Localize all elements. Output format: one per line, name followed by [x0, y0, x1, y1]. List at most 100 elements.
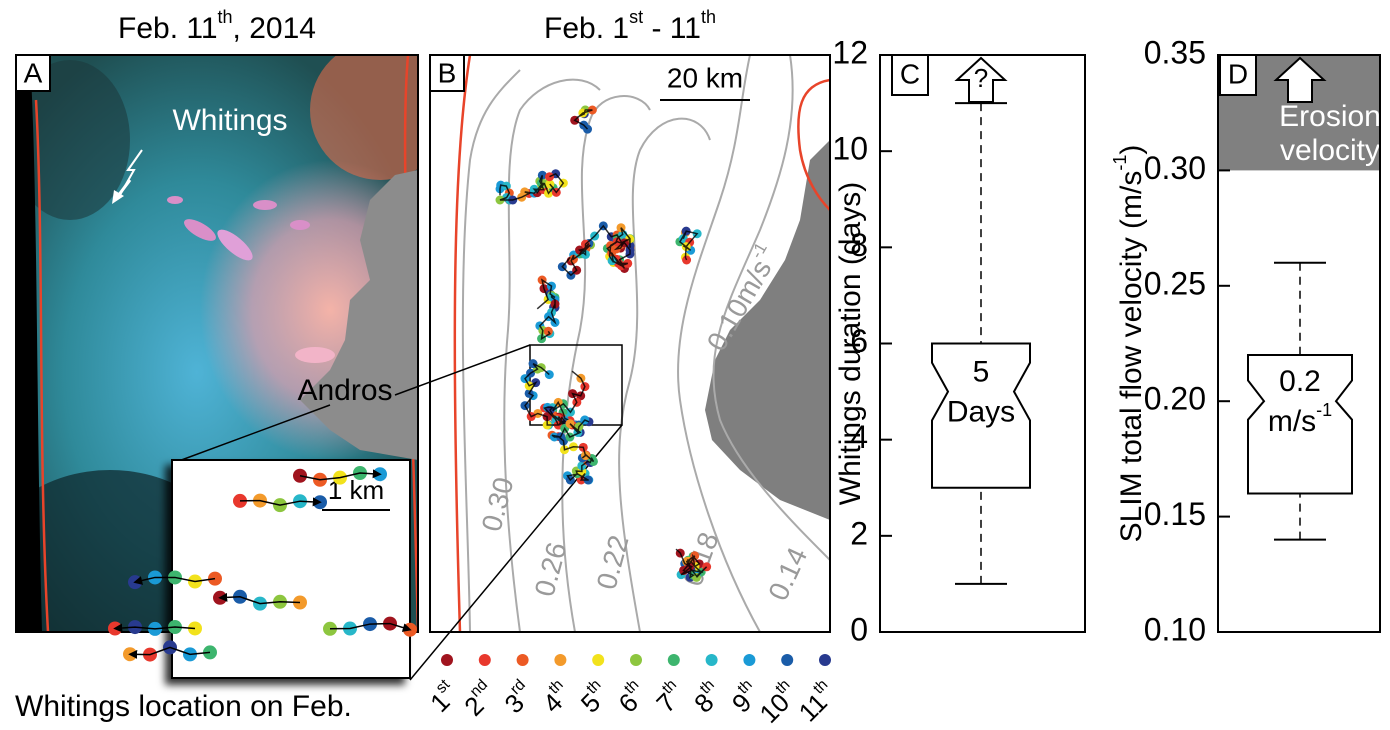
- legend-label: 1st: [423, 676, 465, 718]
- superscript: th: [701, 7, 716, 27]
- legend-swatch: [819, 654, 831, 666]
- y-axis-label: Whitings duration (days): [834, 182, 867, 505]
- whiting-track: [499, 172, 565, 201]
- shelf-edge: [453, 55, 472, 632]
- y-tick-label: 0.20: [1144, 381, 1206, 417]
- panel-label: C: [900, 58, 920, 89]
- median-label: 0.2: [1279, 365, 1321, 398]
- y-tick-label: 0.35: [1144, 34, 1206, 70]
- y-tick-label: 12: [832, 34, 868, 70]
- whiting-track: [678, 230, 699, 261]
- y-tick-label: 0.25: [1144, 265, 1206, 301]
- legend-label: 3rd: [497, 676, 540, 719]
- zoom-line: [409, 424, 623, 681]
- shelf-edge: [797, 78, 830, 211]
- legend-label: 11th: [791, 676, 842, 727]
- whiting-track: [113, 623, 196, 633]
- whiting-patch: [290, 220, 310, 230]
- annotation: Andros: [297, 374, 392, 407]
- panel-label-box: [15, 54, 51, 92]
- legend-label: 2nd: [457, 676, 502, 721]
- y-tick-label: 0: [850, 611, 868, 647]
- legend-swatch: [743, 654, 756, 666]
- scale-label: 20 km: [667, 62, 743, 93]
- legend-swatch: [592, 654, 605, 666]
- text-segment: , 2014: [233, 12, 316, 45]
- legend-label: 4th: [535, 676, 577, 718]
- legend-swatch: [630, 654, 642, 666]
- superscript: th: [218, 7, 233, 27]
- y-tick-label: 2: [850, 515, 868, 551]
- y-tick-label: 0.10: [1144, 611, 1206, 647]
- median-label: m/s-1: [1268, 400, 1332, 438]
- text-segment: ): [1115, 145, 1148, 155]
- superscript: -1: [1110, 155, 1130, 171]
- box: [1247, 354, 1353, 495]
- shelf-edge: [34, 99, 50, 632]
- median-label: Days: [947, 396, 1015, 429]
- text-segment: Days: [947, 396, 1015, 429]
- inset: [171, 459, 411, 679]
- panel-label: A: [24, 57, 43, 88]
- y-tick-label: 4: [850, 419, 868, 455]
- text-segment: Feb. 1: [544, 12, 629, 45]
- whiting-patch: [184, 219, 216, 241]
- deep-water: [16, 55, 42, 632]
- text-segment: SLIM total flow velocity (m/s: [1115, 171, 1148, 543]
- land: [705, 140, 830, 520]
- zoom-line: [175, 404, 331, 463]
- text-segment: - 11: [643, 12, 701, 45]
- legend-swatch: [554, 654, 567, 666]
- bathymetry-map: [453, 55, 830, 632]
- panel-label: B: [438, 57, 457, 88]
- box: [931, 342, 1031, 489]
- whiting-patch: [167, 196, 183, 204]
- y-tick-label: 10: [832, 131, 868, 167]
- panel-frame: [429, 54, 831, 633]
- plot-frame: [1217, 54, 1381, 633]
- text-segment: 10: [753, 687, 795, 729]
- legend-swatch: [478, 654, 491, 666]
- median-label: 5: [973, 356, 990, 389]
- panel-label: D: [1228, 58, 1248, 89]
- threshold-label: Erosion: [1279, 100, 1381, 133]
- legend-swatch: [781, 654, 794, 666]
- panel-title: Feb. 1st - 11th: [544, 7, 716, 45]
- whiting-patch: [217, 229, 253, 261]
- whiting-track: [551, 419, 595, 482]
- legend-swatch: [516, 654, 529, 666]
- whiting-track: [536, 278, 557, 341]
- text-segment: m/s: [1268, 405, 1316, 438]
- threshold-label: velocity: [1280, 134, 1380, 167]
- zoom-line: [394, 344, 531, 396]
- y-tick-label: 8: [850, 227, 868, 263]
- panel-title: Feb. 11th, 2014: [118, 7, 316, 45]
- whiting-track: [561, 224, 631, 277]
- legend-title: Whitings location on Feb.: [15, 690, 352, 723]
- pointer: [116, 179, 132, 197]
- whiting-track: [128, 646, 211, 659]
- panel-label-box: [1219, 54, 1257, 96]
- dark-area: [16, 60, 130, 220]
- panel-label-box: [891, 54, 929, 96]
- whiting-patch: [253, 200, 277, 210]
- whiting-patch: [295, 347, 335, 363]
- annotation: ?: [974, 63, 988, 93]
- y-tick-label: 6: [850, 323, 868, 359]
- land: [300, 170, 418, 460]
- whiting-track: [573, 109, 593, 130]
- whiting-track: [675, 548, 708, 579]
- pointer: [112, 190, 124, 204]
- whiting-track: [524, 363, 586, 426]
- legend-swatch: [441, 654, 453, 666]
- superscript: -1: [1316, 400, 1332, 420]
- legend-swatch: [705, 654, 718, 666]
- legend-label: 7th: [649, 676, 691, 718]
- arrow: [954, 56, 1008, 103]
- whiting-track: [218, 592, 301, 605]
- whiting-track: [133, 576, 216, 585]
- legend-label: 8th: [687, 676, 729, 718]
- whiting-track: [239, 497, 322, 507]
- arrow: [1273, 56, 1327, 103]
- shallow-area: [310, 55, 418, 180]
